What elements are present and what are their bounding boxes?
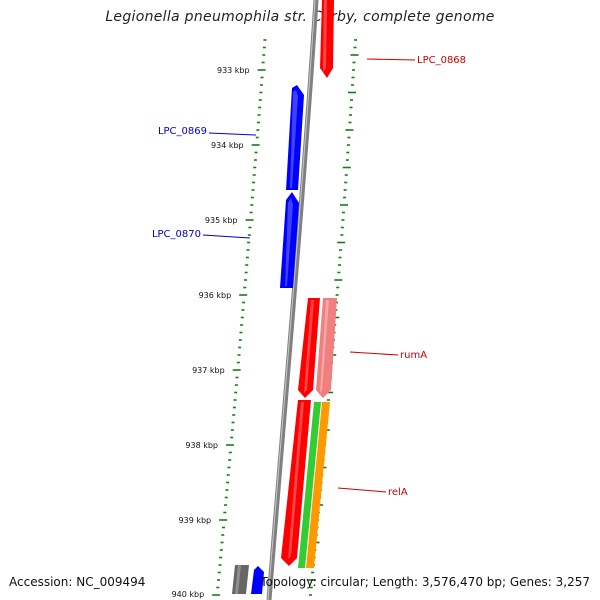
- gene-label-relA: relA: [388, 487, 408, 498]
- map-title: Legionella pneumophila str. Corby, compl…: [105, 9, 495, 25]
- feature-lpc0869[interactable]: [286, 85, 304, 190]
- scale-label: 933 kbp: [217, 66, 250, 75]
- left-scale-ticks: [212, 39, 267, 596]
- feature-relA-green[interactable]: [298, 402, 321, 568]
- topology-summary: Topology: circular; Length: 3,576,470 bp…: [260, 575, 590, 589]
- feature-lpc0870[interactable]: [280, 192, 299, 288]
- scale-label: 938 kbp: [185, 441, 218, 450]
- genome-backbone: [266, 0, 319, 600]
- gene-label-rumA: rumA: [400, 350, 427, 361]
- gene-label-lpc0868: LPC_0868: [417, 55, 466, 66]
- label-line-lpc0870: [202, 234, 251, 239]
- scale-label: 936 kbp: [199, 291, 232, 300]
- scale-label: 937 kbp: [192, 366, 225, 375]
- feature-relA-red[interactable]: [281, 400, 311, 566]
- scale-label: 940 kbp: [172, 590, 205, 599]
- label-line-rumA: [349, 351, 399, 356]
- scale-label: 939 kbp: [179, 516, 212, 525]
- label-line-relA: [337, 487, 387, 493]
- gene-label-lpc0870: LPC_0870: [152, 229, 201, 240]
- label-line-lpc0868: [366, 58, 416, 61]
- genome-backbone-highlight: [267, 0, 316, 600]
- scale-labels: 933 kbp 934 kbp 935 kbp 936 kbp 937 kbp 938 k…: [172, 66, 250, 599]
- feature-rumA-pink[interactable]: [316, 298, 337, 398]
- feature-rumA-red[interactable]: [298, 298, 320, 398]
- label-line-lpc0869: [208, 132, 257, 136]
- gene-label-lpc0869: LPC_0869: [158, 126, 207, 137]
- scale-label: 935 kbp: [205, 216, 238, 225]
- feature-relA-orange[interactable]: [306, 402, 330, 568]
- accession-text: Accession: NC_009494: [9, 575, 146, 589]
- scale-label: 934 kbp: [211, 141, 244, 150]
- feature-lpc0868[interactable]: [320, 0, 334, 78]
- feature-gray[interactable]: [232, 565, 249, 594]
- feature-small-blue[interactable]: [251, 566, 264, 594]
